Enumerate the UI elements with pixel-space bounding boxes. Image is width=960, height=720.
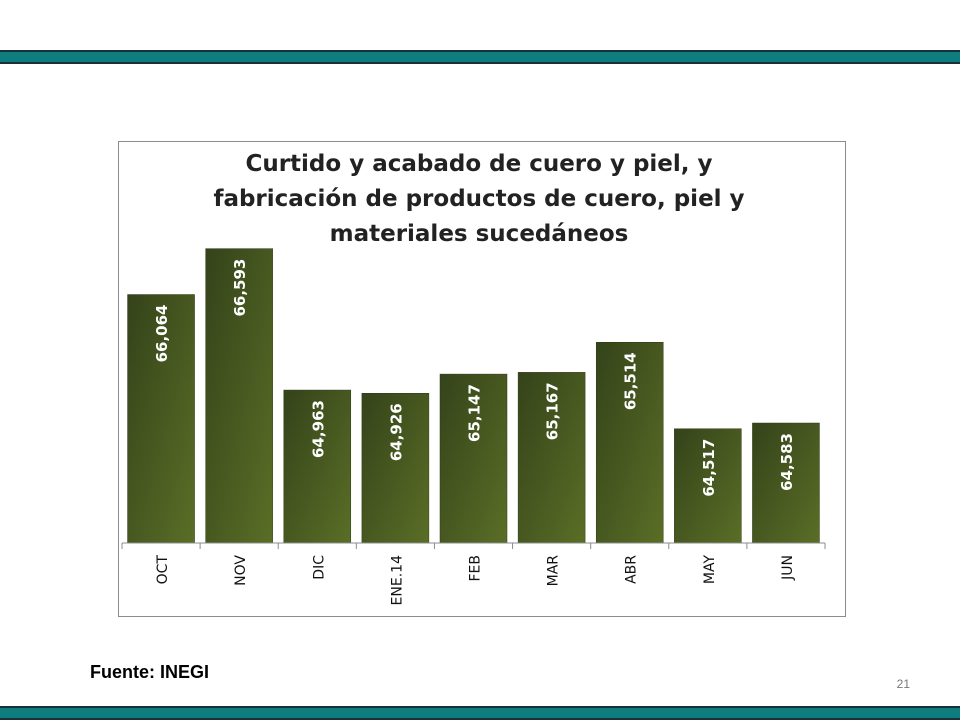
- value-label: 65,147: [466, 384, 484, 442]
- bar-abr: [595, 341, 664, 544]
- category-label: ABR: [624, 555, 640, 584]
- value-label: 66,064: [153, 305, 171, 363]
- category-label: MAR: [546, 555, 562, 587]
- category-label: NOV: [233, 555, 249, 586]
- source-note: Fuente: INEGI: [90, 662, 210, 682]
- value-label: 64,583: [778, 433, 796, 491]
- bar-oct: [127, 294, 195, 544]
- bar-nov: [205, 248, 273, 544]
- page-number: 21: [896, 677, 910, 691]
- value-label: 64,926: [387, 403, 405, 461]
- bar-mar: [517, 372, 586, 544]
- bottom-accent-band: [0, 706, 960, 720]
- category-label: DIC: [311, 555, 327, 580]
- category-label: FEB: [468, 555, 484, 582]
- value-label: 65,167: [544, 382, 562, 440]
- value-label: 65,514: [622, 352, 640, 410]
- value-label: 66,593: [231, 259, 249, 317]
- category-label: ENE.14: [389, 555, 405, 606]
- bar-may: [674, 428, 742, 544]
- top-accent-band: [0, 50, 960, 64]
- value-label: 64,963: [309, 400, 327, 458]
- category-label: OCT: [155, 555, 171, 585]
- chart-title: Curtido y acabado de cuero y piel, y fab…: [213, 151, 745, 247]
- chart-frame: Curtido y acabado de cuero y piel, y fab…: [118, 141, 846, 617]
- category-label: JUN: [780, 555, 796, 581]
- category-label: MAY: [702, 555, 718, 585]
- bar-chart: 66,064 OCT 66,593 NOV 64,963 DIC 64,926 ENE.14 6…: [121, 248, 826, 606]
- bar-jun: [752, 422, 820, 544]
- value-label: 64,517: [700, 439, 718, 497]
